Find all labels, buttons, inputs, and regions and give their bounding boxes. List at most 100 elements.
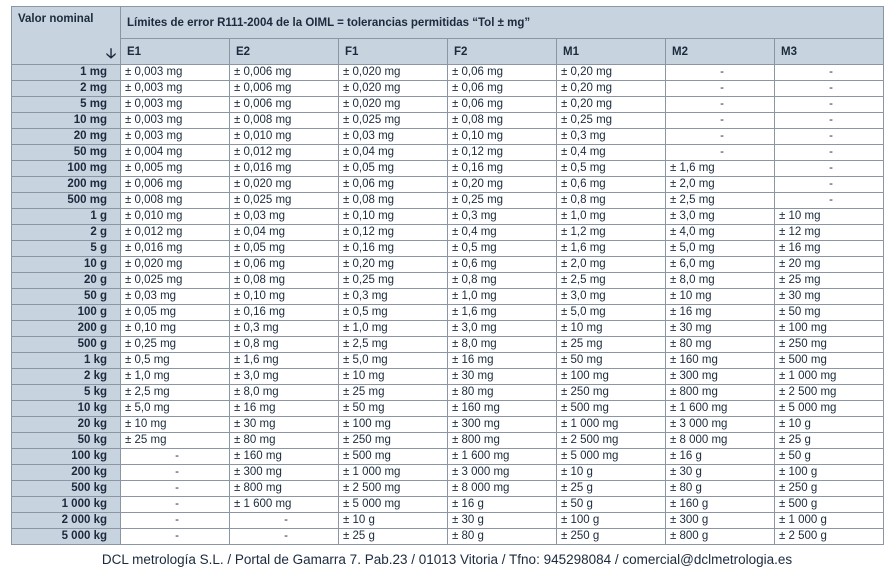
table-row: 1 kg ± 0,5 mg ± 1,6 mg ± 5,0 mg ± 16 mg ± 50 … xyxy=(11,352,885,369)
tolerance-cell-m3: - xyxy=(773,160,885,177)
tolerance-cell-f2: ± 0,6 mg xyxy=(447,256,557,273)
nominal-value-cell: 2 mg xyxy=(11,80,121,97)
tolerance-cell-m3: ± 250 mg xyxy=(773,336,885,353)
tolerance-cell-m2: ± 80 mg xyxy=(665,336,775,353)
tolerance-cell-m2: ± 1,6 mg xyxy=(665,160,775,177)
tolerance-cell-m3: ± 250 g xyxy=(773,480,885,497)
nominal-value-cell: 10 kg xyxy=(11,400,121,417)
table-row: 20 g ± 0,025 mg ± 0,08 mg ± 0,25 mg ± 0,8 mg… xyxy=(11,272,885,289)
tolerance-cell-m3: - xyxy=(773,64,885,81)
nominal-value-cell: 2 kg xyxy=(11,368,121,385)
nominal-value-cell: 200 kg xyxy=(11,464,121,481)
tolerance-cell-f1: ± 0,10 mg xyxy=(338,208,448,225)
tolerance-cell-f1: ± 0,025 mg xyxy=(338,112,448,129)
tolerance-cell-m1: ± 0,8 mg xyxy=(556,192,666,209)
nominal-value-cell: 50 g xyxy=(11,288,121,305)
tolerance-cell-f1: ± 0,25 mg xyxy=(338,272,448,289)
tolerance-cell-m2: ± 800 g xyxy=(665,528,775,545)
tolerance-cell-f1: ± 2 500 mg xyxy=(338,480,448,497)
tolerance-cell-m3: - xyxy=(773,128,885,145)
table-row: 50 g ± 0,03 mg ± 0,10 mg ± 0,3 mg ± 1,0 mg ± … xyxy=(11,288,885,305)
table-row: 100 g ± 0,05 mg ± 0,16 mg ± 0,5 mg ± 1,6 mg ±… xyxy=(11,304,885,321)
tolerance-cell-e2: ± 0,3 mg xyxy=(229,320,339,337)
tolerance-cell-e2: ± 0,08 mg xyxy=(229,272,339,289)
tolerance-cell-m1: ± 10 mg xyxy=(556,320,666,337)
tolerance-cell-m1: ± 0,3 mg xyxy=(556,128,666,145)
tolerance-cell-f2: ± 300 mg xyxy=(447,416,557,433)
table-row: 500 mg ± 0,008 mg ± 0,025 mg ± 0,08 mg ± 0,2… xyxy=(11,192,885,209)
tolerance-cell-e1: ± 0,003 mg xyxy=(120,128,230,145)
table-row: 10 mg ± 0,003 mg ± 0,008 mg ± 0,025 mg ± 0,0… xyxy=(11,112,885,129)
tolerance-cell-m2: ± 80 g xyxy=(665,480,775,497)
tolerance-cell-m3: ± 2 500 mg xyxy=(773,384,885,401)
tolerance-cell-e1: ± 0,005 mg xyxy=(120,160,230,177)
nominal-value-cell: 50 mg xyxy=(11,144,121,161)
tolerance-cell-e1: ± 25 mg xyxy=(120,432,230,449)
tolerance-cell-e2: - xyxy=(229,528,339,545)
tolerance-cell-m3: ± 50 g xyxy=(773,448,885,465)
nominal-value-cell: 200 mg xyxy=(11,176,121,193)
tolerance-cell-m2: ± 8,0 mg xyxy=(665,272,775,289)
tolerance-cell-f2: ± 0,8 mg xyxy=(447,272,557,289)
tolerance-cell-f1: ± 100 mg xyxy=(338,416,448,433)
tolerance-cell-m3: ± 10 g xyxy=(773,416,885,433)
tolerance-cell-m2: ± 3,0 mg xyxy=(665,208,775,225)
tolerance-cell-m2: ± 3 000 mg xyxy=(665,416,775,433)
tolerance-cell-m2: ± 6,0 mg xyxy=(665,256,775,273)
tolerance-cell-m2: ± 300 mg xyxy=(665,368,775,385)
tolerance-cell-e2: ± 1 600 mg xyxy=(229,496,339,513)
tolerance-cell-f1: ± 25 mg xyxy=(338,384,448,401)
tolerance-cell-m1: ± 10 g xyxy=(556,464,666,481)
tolerance-cell-m3: ± 30 mg xyxy=(773,288,885,305)
tolerance-cell-f2: ± 0,06 mg xyxy=(447,64,557,81)
tolerance-cell-e2: - xyxy=(229,512,339,529)
tolerance-cell-f2: ± 0,16 mg xyxy=(447,160,557,177)
tolerance-cell-m1: ± 5 000 mg xyxy=(556,448,666,465)
tolerance-cell-e1: - xyxy=(120,448,230,465)
table-row: 5 kg ± 2,5 mg ± 8,0 mg ± 25 mg ± 80 mg ± 250 … xyxy=(11,384,885,401)
tolerance-cell-e2: ± 0,016 mg xyxy=(229,160,339,177)
tolerance-cell-f1: ± 50 mg xyxy=(338,400,448,417)
tolerance-cell-e1: ± 0,03 mg xyxy=(120,288,230,305)
nominal-value-cell: 5 kg xyxy=(11,384,121,401)
tolerance-cell-e2: ± 0,012 mg xyxy=(229,144,339,161)
table-row: 20 mg ± 0,003 mg ± 0,010 mg ± 0,03 mg ± 0,10… xyxy=(11,128,885,145)
class-header-row: E1 E2 F1 F2 M1 M2 M3 xyxy=(12,38,885,65)
tolerance-cell-m1: ± 500 mg xyxy=(556,400,666,417)
tolerance-cell-m1: ± 1 000 mg xyxy=(556,416,666,433)
tolerance-cell-m3: - xyxy=(773,176,885,193)
tolerance-cell-e1: ± 1,0 mg xyxy=(120,368,230,385)
tolerance-cell-m2: ± 2,0 mg xyxy=(665,176,775,193)
nominal-value-cell: 100 mg xyxy=(11,160,121,177)
tolerance-cell-e2: ± 8,0 mg xyxy=(229,384,339,401)
tolerance-cell-f2: ± 3,0 mg xyxy=(447,320,557,337)
tolerance-cell-m1: ± 3,0 mg xyxy=(556,288,666,305)
table-row: 5 mg ± 0,003 mg ± 0,006 mg ± 0,020 mg ± 0,06… xyxy=(11,96,885,113)
nominal-value-cell: 1 000 kg xyxy=(11,496,121,513)
table-row: 50 mg ± 0,004 mg ± 0,012 mg ± 0,04 mg ± 0,12… xyxy=(11,144,885,161)
tolerance-cell-m1: ± 250 g xyxy=(556,528,666,545)
tolerance-cell-f1: ± 10 mg xyxy=(338,368,448,385)
tolerance-cell-f1: ± 5 000 mg xyxy=(338,496,448,513)
tolerance-cell-m2: - xyxy=(665,112,775,129)
table-row: 200 g ± 0,10 mg ± 0,3 mg ± 1,0 mg ± 3,0 mg ± … xyxy=(11,320,885,337)
tolerance-cell-f1: ± 0,3 mg xyxy=(338,288,448,305)
tolerance-cell-m3: ± 20 mg xyxy=(773,256,885,273)
tolerance-cell-f2: ± 30 g xyxy=(447,512,557,529)
tolerance-cell-m1: ± 250 mg xyxy=(556,384,666,401)
tolerance-cell-f1: ± 0,020 mg xyxy=(338,64,448,81)
tolerance-cell-e1: ± 0,003 mg xyxy=(120,80,230,97)
tolerance-cell-e1: ± 5,0 mg xyxy=(120,400,230,417)
tolerance-cell-e2: ± 0,04 mg xyxy=(229,224,339,241)
class-header-m2: M2 xyxy=(665,38,775,65)
tolerance-cell-f2: ± 0,20 mg xyxy=(447,176,557,193)
class-header-m3: M3 xyxy=(773,38,885,65)
tolerance-cell-m2: - xyxy=(665,80,775,97)
tolerance-cell-m1: ± 100 g xyxy=(556,512,666,529)
tolerance-cell-m2: - xyxy=(665,64,775,81)
tolerance-cell-e1: ± 0,05 mg xyxy=(120,304,230,321)
table-row: 200 mg ± 0,006 mg ± 0,020 mg ± 0,06 mg ± 0,2… xyxy=(11,176,885,193)
tolerance-cell-m3: ± 100 mg xyxy=(773,320,885,337)
tolerance-cell-e1: - xyxy=(120,480,230,497)
tolerance-cell-m2: ± 16 mg xyxy=(665,304,775,321)
